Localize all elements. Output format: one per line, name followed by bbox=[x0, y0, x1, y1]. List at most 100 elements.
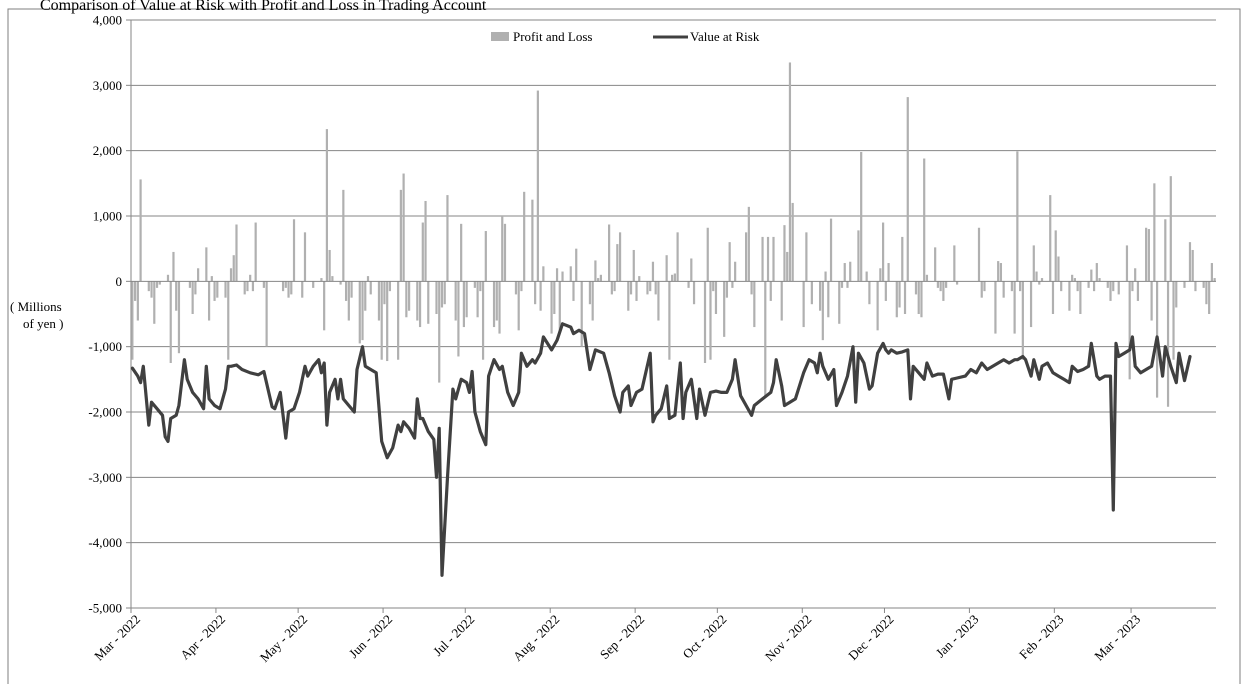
pl-bar bbox=[550, 281, 553, 334]
pl-bar bbox=[638, 276, 641, 282]
y-tick-label: 4,000 bbox=[93, 13, 122, 28]
pl-bar bbox=[383, 281, 386, 305]
pl-bar bbox=[1134, 268, 1137, 282]
pl-bar bbox=[651, 261, 655, 282]
pl-bar bbox=[205, 247, 208, 282]
pl-bar bbox=[555, 268, 559, 282]
pl-bar bbox=[1076, 281, 1079, 292]
value-at-risk-line bbox=[130, 322, 1192, 577]
pl-bar bbox=[901, 236, 904, 282]
pl-bar bbox=[769, 281, 772, 301]
x-tick-label: Mar - 2022 bbox=[91, 612, 143, 664]
pl-bar bbox=[1164, 219, 1167, 282]
pl-bar bbox=[687, 281, 690, 288]
pl-bar bbox=[761, 236, 764, 282]
legend: Profit and Loss Value at Risk bbox=[491, 29, 760, 44]
pl-bar bbox=[766, 236, 770, 282]
pl-bar bbox=[821, 281, 824, 341]
pl-bar bbox=[1213, 278, 1216, 282]
pl-bar bbox=[906, 97, 909, 282]
pl-bar bbox=[868, 281, 871, 305]
pl-bar bbox=[1021, 281, 1024, 360]
pl-bar bbox=[1169, 176, 1172, 282]
pl-bar bbox=[977, 227, 981, 282]
pl-bar bbox=[446, 195, 449, 282]
pl-bar bbox=[608, 224, 611, 282]
pl-bar bbox=[1079, 281, 1082, 314]
pl-bar bbox=[668, 281, 671, 360]
x-tick-label: Oct - 2022 bbox=[680, 612, 730, 662]
pl-bar bbox=[1125, 245, 1129, 282]
chart-caption: Comparison of Value at Risk with Profit … bbox=[40, 0, 487, 14]
pl-bar bbox=[232, 255, 235, 282]
pl-bar bbox=[731, 281, 734, 288]
pl-bar bbox=[386, 281, 389, 362]
pl-bar bbox=[292, 219, 296, 282]
pl-bar bbox=[254, 222, 257, 282]
pl-bar bbox=[350, 281, 353, 298]
pl-bar bbox=[997, 261, 1000, 282]
pl-bar bbox=[514, 281, 518, 295]
pl-bar bbox=[939, 281, 942, 292]
pl-bar bbox=[1073, 278, 1076, 282]
pl-bar bbox=[829, 218, 833, 282]
pl-bar bbox=[805, 232, 808, 282]
pl-bar bbox=[780, 281, 783, 321]
pl-bar bbox=[1035, 271, 1038, 282]
pl-bar bbox=[923, 158, 926, 282]
pl-bar bbox=[1202, 281, 1205, 288]
pl-bar bbox=[994, 281, 997, 334]
pl-bar bbox=[320, 278, 323, 282]
pl-bar bbox=[1145, 227, 1148, 282]
pl-bar bbox=[983, 281, 986, 292]
pl-bar bbox=[1188, 242, 1192, 282]
pl-bar bbox=[1054, 230, 1057, 282]
y-tick-label: -4,000 bbox=[88, 535, 122, 550]
pl-bar bbox=[1194, 281, 1197, 292]
x-tick-label: Aug - 2022 bbox=[510, 612, 562, 664]
pl-bar bbox=[347, 281, 350, 321]
x-tick-label: Apr - 2022 bbox=[177, 612, 228, 663]
pl-bar bbox=[1128, 281, 1131, 380]
pl-bar bbox=[473, 281, 476, 288]
pl-bar bbox=[690, 258, 693, 282]
pl-bar bbox=[917, 281, 920, 314]
pl-bar bbox=[632, 249, 635, 282]
pl-bar bbox=[1136, 281, 1140, 301]
pl-bar bbox=[920, 281, 923, 318]
x-tick-label: Dec - 2022 bbox=[845, 612, 896, 663]
pl-bar bbox=[1051, 281, 1055, 314]
pl-bar bbox=[1117, 281, 1120, 295]
pl-bar bbox=[150, 281, 153, 298]
pl-bar bbox=[284, 281, 287, 288]
pl-bar bbox=[153, 281, 156, 324]
pl-bar bbox=[575, 248, 578, 282]
pl-bar bbox=[281, 281, 285, 292]
pl-bar bbox=[501, 216, 504, 282]
pl-bar bbox=[339, 281, 342, 285]
legend-label-value-at-risk: Value at Risk bbox=[690, 29, 760, 44]
pl-bar bbox=[207, 281, 211, 321]
pl-bar bbox=[843, 263, 846, 282]
pl-bar bbox=[945, 281, 948, 288]
pl-bar bbox=[827, 281, 830, 318]
pl-bar bbox=[139, 179, 142, 282]
pl-bar bbox=[1109, 281, 1112, 301]
pl-bar bbox=[465, 281, 468, 318]
pl-bar bbox=[1090, 269, 1093, 282]
pl-bar bbox=[246, 281, 249, 292]
pl-bar bbox=[1049, 195, 1052, 282]
pl-bar bbox=[572, 281, 575, 301]
y-axis: 4,000 3,000 2,000 1,000 0 -1,000 -2,000 -3,000 -… bbox=[88, 13, 132, 616]
x-tick-label: Jan - 2023 bbox=[933, 612, 982, 661]
pl-bar bbox=[703, 281, 707, 363]
pl-bar bbox=[1092, 281, 1096, 292]
pl-bar bbox=[1029, 281, 1033, 328]
pl-bar bbox=[520, 281, 523, 292]
pl-bar bbox=[517, 281, 520, 331]
pl-bar bbox=[558, 281, 561, 331]
pl-bar bbox=[287, 281, 290, 298]
pl-bar bbox=[597, 278, 600, 282]
pl-bar bbox=[654, 281, 657, 295]
x-tick-label: Jul - 2022 bbox=[430, 612, 477, 659]
